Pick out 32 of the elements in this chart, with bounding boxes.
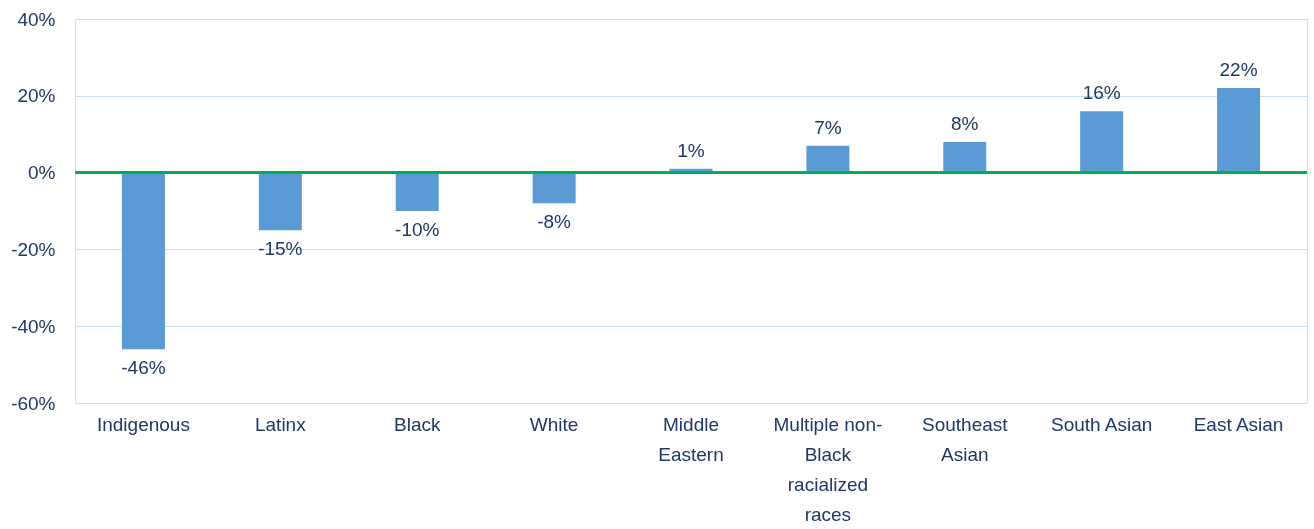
data-label: 22% bbox=[1219, 59, 1258, 81]
x-tick-label: Multiple non-Black racialized races bbox=[773, 413, 883, 525]
bar bbox=[532, 172, 576, 204]
x-tick-label: Indigenous bbox=[96, 413, 190, 435]
bar bbox=[395, 172, 439, 211]
x-tick-label: Latinx bbox=[254, 413, 307, 435]
x-tick-label: East Asian bbox=[1193, 413, 1284, 435]
bar bbox=[806, 145, 850, 173]
data-label: 7% bbox=[814, 116, 842, 138]
bar bbox=[1217, 88, 1261, 173]
data-label: 1% bbox=[677, 139, 705, 161]
bar bbox=[943, 141, 987, 173]
x-tick-label: White bbox=[529, 413, 579, 435]
y-tick-label: -20% bbox=[11, 238, 56, 260]
data-label: 8% bbox=[951, 112, 979, 134]
bar bbox=[121, 172, 165, 350]
y-tick-label: 0% bbox=[28, 162, 56, 184]
data-label: 16% bbox=[1082, 82, 1121, 104]
bar bbox=[1080, 111, 1124, 173]
x-tick-label: Southeast Asian bbox=[921, 413, 1009, 465]
x-tick-label: South Asian bbox=[1050, 413, 1153, 435]
y-tick-label: -60% bbox=[11, 392, 56, 414]
y-tick-label: -40% bbox=[11, 315, 56, 337]
y-tick-label: 40% bbox=[17, 8, 56, 30]
x-tick-label: Black bbox=[393, 413, 441, 435]
data-label: -10% bbox=[395, 219, 440, 240]
bar bbox=[258, 172, 302, 231]
y-tick-label: 20% bbox=[17, 85, 56, 107]
data-label: -8% bbox=[537, 211, 572, 233]
data-label: -15% bbox=[258, 238, 303, 260]
x-tick-label: Middle Eastern bbox=[658, 413, 724, 465]
data-label: -46% bbox=[121, 357, 166, 379]
